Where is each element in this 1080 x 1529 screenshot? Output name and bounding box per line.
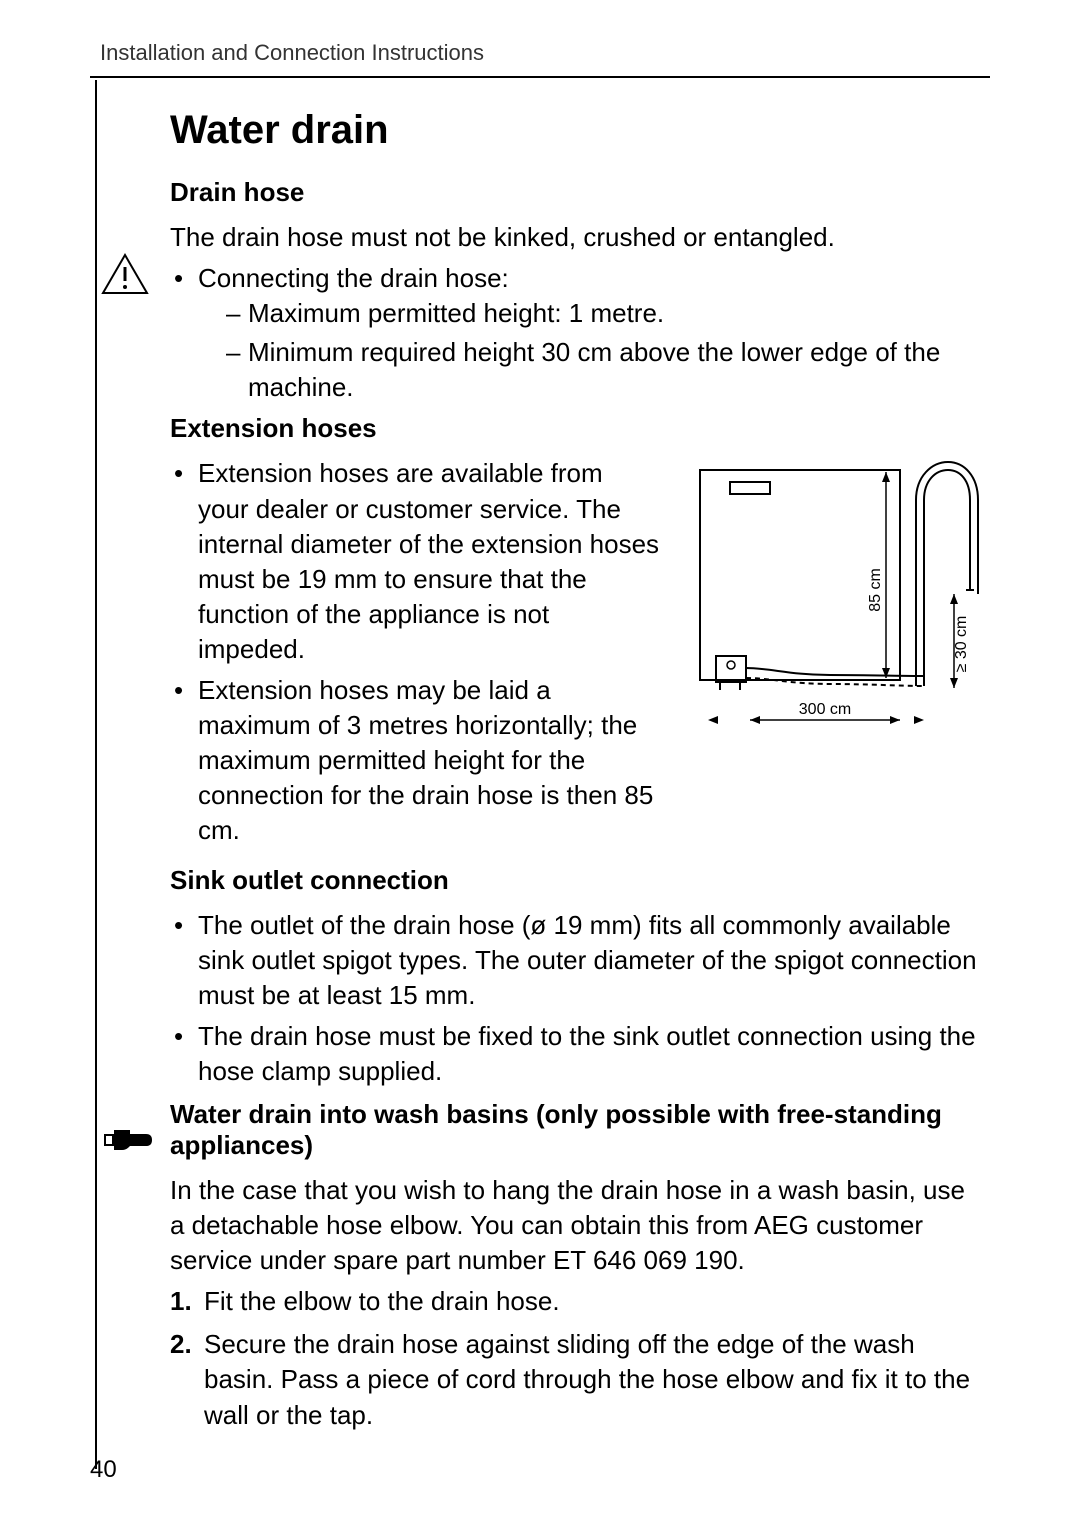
drain-hose-heading: Drain hose (170, 177, 980, 208)
list-item: The outlet of the drain hose (ø 19 mm) f… (170, 908, 980, 1013)
extension-bullets: Extension hoses are available from your … (170, 456, 660, 848)
extension-text: Extension hoses are available from your … (170, 456, 660, 854)
basin-steps: 1. Fit the elbow to the drain hose. 2. Sec… (170, 1284, 980, 1432)
list-item: The drain hose must be fixed to the sink… (170, 1019, 980, 1089)
extension-heading: Extension hoses (170, 413, 980, 444)
list-item: Extension hoses may be laid a maximum of… (170, 673, 660, 848)
running-header: Installation and Connection Instructions (100, 40, 990, 66)
drain-hose-bullets: Connecting the drain hose: Maximum permi… (170, 261, 980, 405)
drain-hose-dashes: Maximum permitted height: 1 metre. Minim… (198, 296, 980, 405)
vertical-rule (95, 80, 97, 1469)
list-item: Connecting the drain hose: Maximum permi… (170, 261, 980, 405)
header-rule (90, 76, 990, 78)
page: Installation and Connection Instructions… (0, 0, 1080, 1529)
extension-section: Extension hoses are available from your … (170, 456, 980, 854)
diagram-85cm-label: 85 cm (867, 569, 884, 613)
step-text: Fit the elbow to the drain hose. (204, 1286, 560, 1316)
sink-bullets: The outlet of the drain hose (ø 19 mm) f… (170, 908, 980, 1089)
list-item: Minimum required height 30 cm above the … (226, 335, 980, 405)
bullet-text: Connecting the drain hose: (198, 263, 509, 293)
list-item: Maximum permitted height: 1 metre. (226, 296, 980, 331)
step-number: 2. (170, 1327, 192, 1362)
warning-triangle-icon (100, 253, 150, 302)
list-item: 1. Fit the elbow to the drain hose. (170, 1284, 980, 1319)
page-title: Water drain (170, 108, 980, 153)
pointing-hand-icon (100, 1124, 154, 1161)
basin-intro: In the case that you wish to hang the dr… (170, 1173, 980, 1278)
drain-hose-intro: The drain hose must not be kinked, crush… (170, 220, 980, 255)
basin-heading: Water drain into wash basins (only possi… (170, 1099, 980, 1161)
list-item: Extension hoses are available from your … (170, 456, 660, 667)
sink-heading: Sink outlet connection (170, 865, 980, 896)
installation-diagram: 85 cm ≥ 30 cm 300 cm (670, 460, 980, 765)
list-item: 2. Secure the drain hose against sliding … (170, 1327, 980, 1432)
step-text: Secure the drain hose against sliding of… (204, 1329, 970, 1429)
step-number: 1. (170, 1284, 192, 1319)
diagram-30cm-label: ≥ 30 cm (953, 616, 970, 673)
page-number: 40 (90, 1456, 117, 1484)
diagram-300cm-label: 300 cm (799, 701, 851, 718)
content-area: Water drain Drain hose The drain hose mu… (170, 108, 980, 1433)
